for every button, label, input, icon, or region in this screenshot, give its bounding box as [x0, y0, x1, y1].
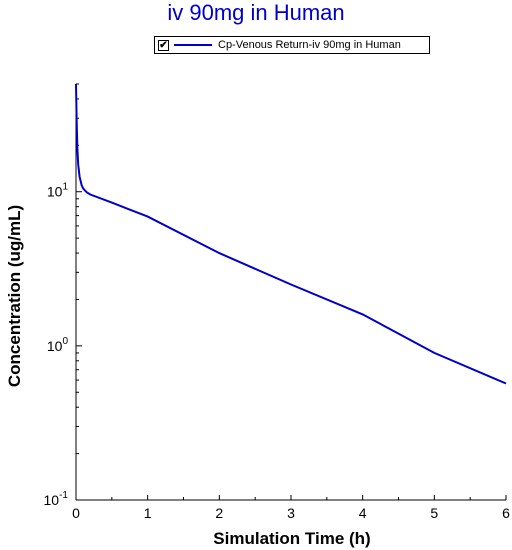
- chart-title: iv 90mg in Human: [167, 0, 345, 25]
- x-tick-label: 4: [359, 505, 367, 521]
- y-tick-label: 101: [47, 182, 69, 200]
- legend-checkbox[interactable]: ✔: [158, 39, 169, 51]
- x-axis-label: Simulation Time (h): [213, 529, 370, 548]
- x-tick-label: 2: [215, 505, 223, 521]
- x-tick-label: 6: [502, 505, 510, 521]
- series-line-0: [75, 83, 507, 385]
- legend: ✔ Cp-Venous Return-iv 90mg in Human: [154, 36, 430, 54]
- x-tick-label: 5: [430, 505, 438, 521]
- x-tick-label: 1: [144, 505, 152, 521]
- x-tick-label: 0: [72, 505, 80, 521]
- y-axis-label: Concentration (ug/mL): [5, 205, 24, 387]
- y-tick-label: 100: [47, 336, 69, 354]
- legend-swatch: [174, 44, 212, 46]
- y-tick-label: 10-1: [44, 490, 69, 508]
- x-tick-label: 3: [287, 505, 295, 521]
- legend-label: Cp-Venous Return-iv 90mg in Human: [218, 39, 401, 51]
